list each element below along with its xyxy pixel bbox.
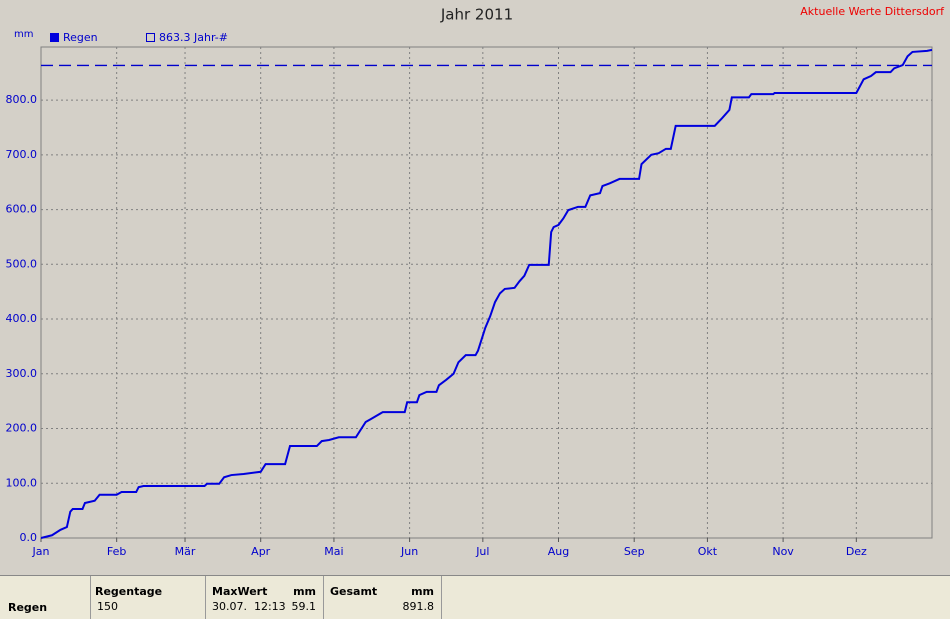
y-tick-label: 400.0 bbox=[6, 312, 38, 325]
legend-swatch bbox=[50, 33, 59, 42]
x-tick-label: Sep bbox=[624, 545, 645, 558]
x-tick-label: Nov bbox=[772, 545, 794, 558]
y-axis-label: mm bbox=[14, 29, 33, 40]
x-tick-label: Apr bbox=[251, 545, 271, 558]
separator bbox=[205, 576, 206, 619]
x-tick-label: Feb bbox=[107, 545, 126, 558]
summary-table: Regentage MaxWert mm Gesamt mm Regen 150… bbox=[0, 575, 950, 619]
chart-title: Jahr 2011 bbox=[440, 6, 513, 24]
x-tick-label: Mär bbox=[175, 545, 196, 558]
plot-area bbox=[40, 46, 933, 539]
header-cell: Gesamt bbox=[330, 585, 378, 598]
cell: 30.07. 12:13 bbox=[212, 600, 286, 613]
y-tick-label: 600.0 bbox=[6, 203, 38, 216]
legend-label: Regen bbox=[63, 31, 98, 44]
y-tick-label: 700.0 bbox=[6, 148, 38, 161]
header-note: Aktuelle Werte Dittersdorf bbox=[800, 5, 945, 18]
x-tick-label: Jul bbox=[475, 545, 489, 558]
y-tick-label: 300.0 bbox=[6, 367, 38, 380]
separator bbox=[90, 576, 91, 619]
y-tick-label: 500.0 bbox=[6, 257, 38, 270]
header-cell: mm bbox=[293, 585, 316, 598]
separator bbox=[441, 576, 442, 619]
x-tick-label: Mai bbox=[324, 545, 343, 558]
header-cell: Regentage bbox=[95, 585, 163, 598]
cell: 59.1 bbox=[291, 600, 317, 613]
header-cell: MaxWert bbox=[212, 585, 268, 598]
row-label: Regen bbox=[8, 601, 48, 614]
cell: 150 bbox=[97, 600, 118, 613]
x-tick-label: Dez bbox=[846, 545, 867, 558]
y-tick-label: 0.0 bbox=[20, 531, 38, 544]
y-tick-label: 100.0 bbox=[6, 476, 38, 489]
series-line bbox=[40, 48, 933, 539]
separator bbox=[323, 576, 324, 619]
legend-label: 863.3 Jahr-# bbox=[159, 31, 228, 44]
cell: 891.8 bbox=[402, 600, 435, 613]
header-cell: mm bbox=[411, 585, 434, 598]
chart: Jahr 2011 Aktuelle Werte Dittersdorf mm … bbox=[6, 5, 946, 558]
legend-swatch bbox=[146, 33, 155, 42]
y-tick-label: 800.0 bbox=[6, 93, 38, 106]
y-tick-label: 200.0 bbox=[6, 422, 38, 435]
x-tick-label: Jun bbox=[400, 545, 418, 558]
x-tick-label: Aug bbox=[548, 545, 569, 558]
x-tick-label: Okt bbox=[698, 545, 718, 558]
x-tick-label: Jan bbox=[32, 545, 50, 558]
